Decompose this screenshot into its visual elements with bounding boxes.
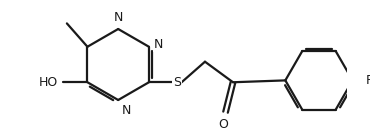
- Text: N: N: [114, 11, 123, 24]
- Text: O: O: [219, 118, 229, 131]
- Text: HO: HO: [38, 76, 57, 89]
- Text: S: S: [173, 76, 181, 89]
- Text: N: N: [154, 38, 163, 51]
- Text: N: N: [122, 104, 131, 117]
- Text: F: F: [366, 74, 370, 87]
